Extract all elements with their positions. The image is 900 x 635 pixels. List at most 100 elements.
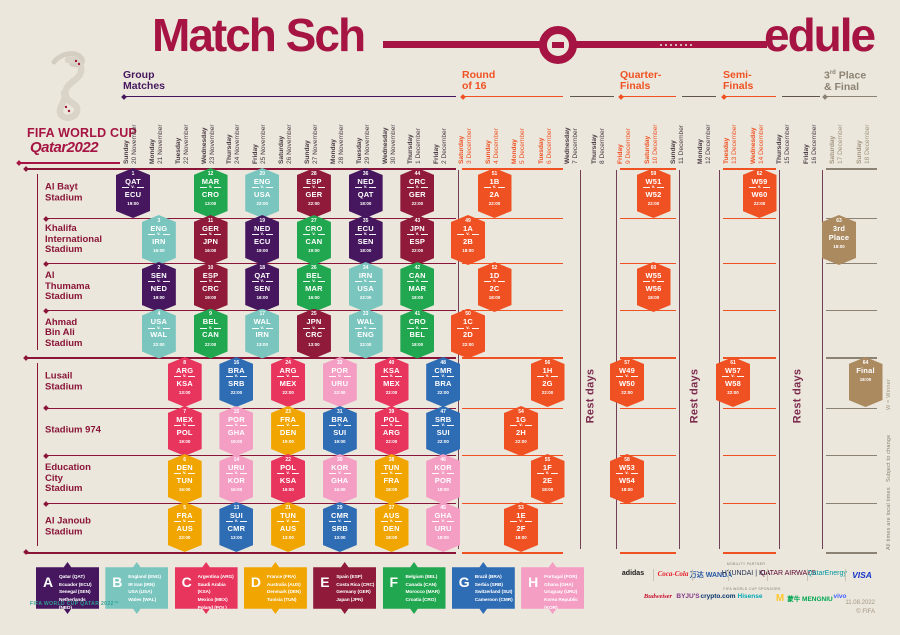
versus-divider: v.	[406, 325, 429, 330]
team-b: IRN	[152, 236, 166, 246]
group-teams: England (ENG) IR Iran (IRN) USA (USA) Wales…	[128, 575, 161, 604]
team-a: CRO	[408, 317, 426, 326]
row-line-diamond	[43, 500, 49, 507]
legend-group-C: C Argentina (ARG) Saudi Arabia (KSA) Mexico…	[174, 562, 238, 614]
title-ring-icon	[539, 26, 577, 64]
date-value: 27 November	[312, 124, 320, 164]
team-a: JPN	[306, 317, 322, 326]
kickoff-time: 13:00	[178, 390, 191, 395]
match-number: 21	[285, 504, 291, 511]
legend-group-E: E Spain (ESP) Costa Rica (CRC) Germany (GER…	[313, 562, 377, 614]
match-40: 40 KSA v. MEX 22:00	[374, 357, 409, 407]
kickoff-time: 19:00	[256, 248, 268, 253]
team-a: CRC	[408, 176, 426, 186]
row-line-diamond	[23, 549, 29, 555]
date-col-1-december: Thursday 1 December	[407, 84, 423, 164]
row-line	[45, 407, 456, 409]
versus-divider: v.	[354, 185, 377, 190]
match-number: 36	[362, 170, 369, 177]
date-col-8-december: Thursday 8 December	[591, 84, 607, 164]
versus-divider: v.	[303, 185, 325, 190]
kickoff-time: 22:00	[204, 341, 217, 347]
date-day: Monday	[696, 139, 704, 164]
team-a: WAL	[253, 317, 271, 326]
match-number: 42	[414, 264, 421, 271]
kickoff-time: 22:00	[385, 439, 398, 444]
section-divider-line	[679, 170, 680, 549]
team-b: CRC	[202, 283, 219, 293]
match-number: 12	[207, 170, 214, 177]
versus-divider: v.	[277, 519, 299, 524]
versus-divider: v.	[329, 374, 351, 379]
versus-divider: v.	[277, 423, 299, 428]
match-35: 35 ECU v. SEN 18:00	[348, 215, 383, 265]
date-col-26-november: Saturday 26 November	[278, 84, 294, 164]
sponsor-divider	[692, 569, 693, 581]
kickoff-time: 18:00	[462, 248, 474, 253]
date-col-13-december: Tuesday 13 December	[723, 84, 739, 164]
legend-group-F: F Belgium (BEL) Canada (CAN) Morocco (MAR) C…	[382, 562, 446, 614]
team-b: GER	[305, 189, 323, 199]
team-b: GER	[408, 189, 426, 199]
row-line	[45, 310, 456, 312]
sponsor-tier2-5: M	[775, 593, 785, 604]
date-col-12-december: Monday 12 December	[697, 84, 713, 164]
match-number: 54	[518, 408, 524, 415]
match-55: 55 1F v. 2E 18:00	[530, 454, 565, 504]
match-15: 15 POR v. GHA 19:00	[219, 406, 254, 456]
section-header-line: Finals	[723, 80, 754, 93]
kickoff-time: 22:00	[359, 295, 372, 300]
team-a: FRA	[280, 414, 297, 424]
date-value: 29 November	[363, 124, 371, 164]
stadium-label-1: Al Bayt Stadium	[45, 181, 83, 203]
date-day: Tuesday	[174, 137, 182, 164]
row-line	[620, 551, 676, 554]
match-23: 23 FRA v. DEN 19:00	[271, 406, 306, 456]
versus-divider: v.	[199, 279, 222, 284]
group-teams: Spain (ESP) Costa Rica (CRC) Germany (GER)…	[336, 575, 375, 604]
team-b: W52	[645, 189, 662, 199]
section-divider-line	[719, 170, 720, 549]
kickoff-time: 22:00	[621, 390, 633, 395]
match-43: 43 JPN v. ESP 22:00	[400, 215, 435, 265]
kickoff-time: 22:00	[515, 439, 527, 444]
date-day: Saturday	[643, 135, 651, 164]
section-underline-sf	[723, 96, 776, 98]
date-value: 3 December	[466, 128, 474, 164]
sponsor-tier2-4: Hisense	[737, 593, 763, 600]
match-29: 29 CMR v. SRB 13:00	[322, 502, 357, 552]
row-line	[462, 310, 563, 312]
stadium-label-3: Al Thumama Stadium	[45, 270, 90, 303]
match-number: 30	[337, 456, 343, 463]
row-line	[723, 263, 776, 265]
kickoff-time: 18:00	[621, 487, 633, 492]
kickoff-time: 16:00	[230, 487, 243, 492]
team-a: W55	[645, 270, 662, 280]
sponsor-divider	[653, 569, 654, 581]
team-b: URU	[434, 523, 452, 533]
team-b: CRC	[305, 330, 323, 339]
rest-days-label-3: Rest days	[791, 368, 804, 424]
versus-divider: v.	[616, 374, 638, 379]
team-b: SUI	[436, 427, 450, 437]
kickoff-time: 22:00	[385, 390, 398, 395]
date-day: Sunday	[855, 140, 863, 164]
kickoff-time: 16:00	[334, 487, 346, 492]
team-b: 2D	[463, 330, 473, 339]
kickoff-time: 22:00	[282, 390, 294, 395]
date-col-6-december: Tuesday 6 December	[538, 84, 554, 164]
team-a: POR	[227, 414, 245, 424]
date-day: Thursday	[776, 134, 783, 164]
row-line-diamond	[43, 260, 49, 267]
team-b: MAR	[408, 283, 427, 293]
team-a: CRO	[305, 223, 323, 233]
row-line	[723, 310, 776, 312]
match-18: 18 QAT v. SEN 16:00	[245, 262, 280, 312]
date-day: Monday	[148, 139, 156, 164]
team-b: NED	[150, 283, 168, 293]
match-52: 52 1D v. 2C 18:00	[477, 262, 512, 312]
match-number: 53	[518, 504, 524, 511]
match-17: 17 WAL v. IRN 13:00	[245, 308, 280, 359]
team-b: USA	[254, 189, 271, 199]
team-b: TUN	[176, 475, 193, 485]
